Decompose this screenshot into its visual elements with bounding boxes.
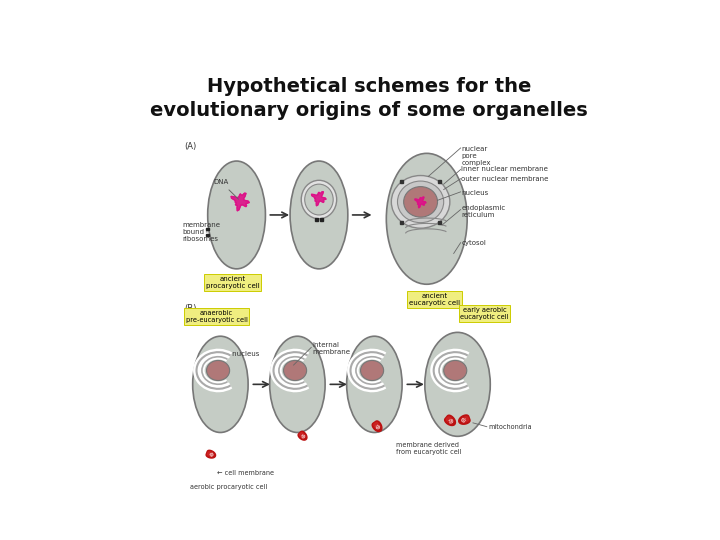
Text: Hypothetical schemes for the: Hypothetical schemes for the: [207, 77, 531, 96]
Text: membrane
bound
ribosomes: membrane bound ribosomes: [183, 222, 220, 242]
Polygon shape: [206, 450, 215, 458]
Ellipse shape: [193, 336, 248, 433]
Polygon shape: [459, 415, 470, 424]
Ellipse shape: [207, 361, 230, 381]
Ellipse shape: [270, 336, 325, 433]
Polygon shape: [445, 415, 456, 426]
Ellipse shape: [207, 161, 266, 269]
Text: endoplasmic
reticulum: endoplasmic reticulum: [462, 205, 505, 218]
Polygon shape: [300, 433, 305, 437]
Text: membrane derived
from eucaryotic cell: membrane derived from eucaryotic cell: [396, 442, 462, 455]
Polygon shape: [372, 421, 382, 431]
Polygon shape: [462, 417, 469, 422]
Text: nuclear
pore
complex: nuclear pore complex: [462, 146, 491, 166]
Text: anaerobic
pre-eucaryotic cell: anaerobic pre-eucaryotic cell: [186, 310, 248, 323]
Ellipse shape: [284, 361, 307, 381]
Bar: [400, 180, 402, 183]
Polygon shape: [312, 192, 326, 206]
Ellipse shape: [404, 187, 438, 217]
Polygon shape: [298, 431, 307, 440]
Ellipse shape: [290, 161, 348, 269]
Ellipse shape: [301, 180, 337, 219]
Bar: [320, 218, 323, 221]
Ellipse shape: [387, 153, 467, 284]
Bar: [438, 221, 441, 224]
Bar: [206, 234, 209, 236]
Bar: [315, 218, 318, 221]
Ellipse shape: [392, 176, 450, 228]
Text: ← cell membrane: ← cell membrane: [217, 470, 274, 476]
Polygon shape: [207, 452, 212, 456]
Text: inner nuclear membrane: inner nuclear membrane: [462, 166, 548, 172]
Text: cytosol: cytosol: [462, 240, 486, 246]
Ellipse shape: [397, 181, 444, 222]
Text: aerobic procaryotic cell: aerobic procaryotic cell: [189, 484, 267, 490]
Polygon shape: [231, 193, 249, 211]
Ellipse shape: [444, 361, 467, 381]
Bar: [206, 228, 209, 230]
Bar: [438, 180, 441, 183]
Text: (B): (B): [184, 303, 197, 313]
Ellipse shape: [361, 361, 384, 381]
Text: (A): (A): [184, 142, 197, 151]
Text: mitochondria: mitochondria: [488, 424, 532, 430]
Bar: [400, 221, 402, 224]
Ellipse shape: [425, 333, 490, 436]
Text: early aerobic
eucaryotic cell: early aerobic eucaryotic cell: [460, 307, 509, 320]
Polygon shape: [374, 422, 379, 428]
Text: ancient
eucaryotic cell: ancient eucaryotic cell: [409, 293, 460, 306]
Ellipse shape: [305, 184, 333, 215]
Text: ← nucleus: ← nucleus: [224, 350, 260, 356]
Text: nucleus: nucleus: [462, 190, 489, 195]
Ellipse shape: [346, 336, 402, 433]
Text: DNA: DNA: [213, 179, 238, 199]
Text: ancient
procaryotic cell: ancient procaryotic cell: [206, 276, 260, 289]
Text: internal
membrane: internal membrane: [312, 342, 351, 355]
Text: outer nuclear membrane: outer nuclear membrane: [462, 177, 549, 183]
Polygon shape: [446, 417, 452, 423]
Text: evolutionary origins of some organelles: evolutionary origins of some organelles: [150, 102, 588, 120]
Polygon shape: [415, 197, 426, 208]
